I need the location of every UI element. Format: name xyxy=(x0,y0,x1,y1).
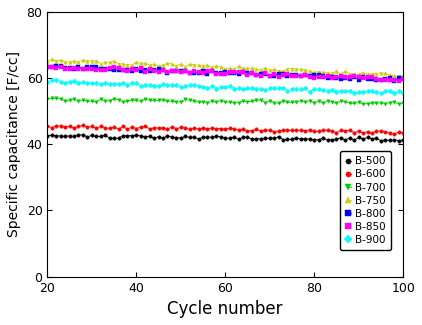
B-900 xyxy=(369,89,374,93)
Line: B-600: B-600 xyxy=(46,124,405,136)
B-850 xyxy=(45,65,50,69)
B-500 xyxy=(45,134,50,138)
B-800 xyxy=(311,73,316,77)
B-900 xyxy=(356,90,361,94)
B-600 xyxy=(338,128,344,132)
B-500 xyxy=(356,136,361,139)
B-900 xyxy=(379,92,384,96)
B-500 xyxy=(379,139,384,143)
B-500 xyxy=(369,137,374,141)
B-850 xyxy=(272,72,277,76)
B-850 xyxy=(369,75,374,79)
B-600 xyxy=(400,131,406,135)
B-600 xyxy=(272,130,277,134)
B-850 xyxy=(356,75,361,79)
B-700 xyxy=(54,96,59,100)
B-600 xyxy=(392,132,397,136)
B-500 xyxy=(272,136,277,140)
Line: B-850: B-850 xyxy=(46,65,405,83)
B-700 xyxy=(245,100,250,104)
B-850 xyxy=(311,76,316,80)
B-850 xyxy=(396,79,401,83)
B-750 xyxy=(369,72,374,76)
B-600 xyxy=(245,129,250,133)
B-800 xyxy=(392,79,397,83)
B-800 xyxy=(356,78,361,82)
B-600 xyxy=(356,129,361,133)
B-750 xyxy=(49,58,54,61)
B-850 xyxy=(245,73,250,77)
B-600 xyxy=(81,124,86,127)
B-750 xyxy=(356,72,361,76)
B-750 xyxy=(272,67,277,71)
B-600 xyxy=(45,124,50,128)
B-900 xyxy=(54,78,59,82)
Line: B-800: B-800 xyxy=(46,65,405,83)
B-800 xyxy=(54,64,59,68)
B-900 xyxy=(245,86,250,90)
Line: B-750: B-750 xyxy=(46,58,405,78)
B-700 xyxy=(369,101,374,105)
B-850 xyxy=(400,77,406,81)
B-800 xyxy=(45,65,50,69)
B-700 xyxy=(396,102,401,106)
B-850 xyxy=(338,74,344,78)
B-900 xyxy=(338,89,344,93)
B-800 xyxy=(272,74,277,78)
Legend: B-500, B-600, B-700, B-750, B-800, B-850, B-900: B-500, B-600, B-700, B-750, B-800, B-850… xyxy=(341,151,391,250)
B-800 xyxy=(369,77,374,81)
B-800 xyxy=(338,77,344,81)
Line: B-900: B-900 xyxy=(46,78,405,95)
B-750 xyxy=(245,66,250,70)
B-500 xyxy=(400,138,406,142)
B-850 xyxy=(58,65,63,69)
B-800 xyxy=(400,77,406,81)
B-500 xyxy=(81,133,86,137)
B-700 xyxy=(311,101,316,105)
B-750 xyxy=(400,73,406,77)
B-700 xyxy=(400,101,406,105)
B-700 xyxy=(45,97,50,101)
B-900 xyxy=(272,86,277,90)
B-900 xyxy=(311,87,316,91)
B-700 xyxy=(272,100,277,104)
B-800 xyxy=(245,72,250,75)
B-600 xyxy=(369,131,374,135)
B-750 xyxy=(311,71,316,74)
B-500 xyxy=(338,136,344,140)
Line: B-700: B-700 xyxy=(46,97,405,106)
B-500 xyxy=(311,138,316,142)
B-700 xyxy=(356,100,361,104)
Y-axis label: Specific capacitance [F/cc]: Specific capacitance [F/cc] xyxy=(7,51,21,237)
X-axis label: Cycle number: Cycle number xyxy=(168,300,283,318)
Line: B-500: B-500 xyxy=(46,133,405,142)
B-700 xyxy=(338,99,344,103)
B-750 xyxy=(45,59,50,63)
B-900 xyxy=(45,80,50,84)
B-600 xyxy=(311,130,316,134)
B-750 xyxy=(396,74,401,78)
B-750 xyxy=(338,72,344,76)
B-500 xyxy=(245,136,250,139)
B-900 xyxy=(400,91,406,95)
